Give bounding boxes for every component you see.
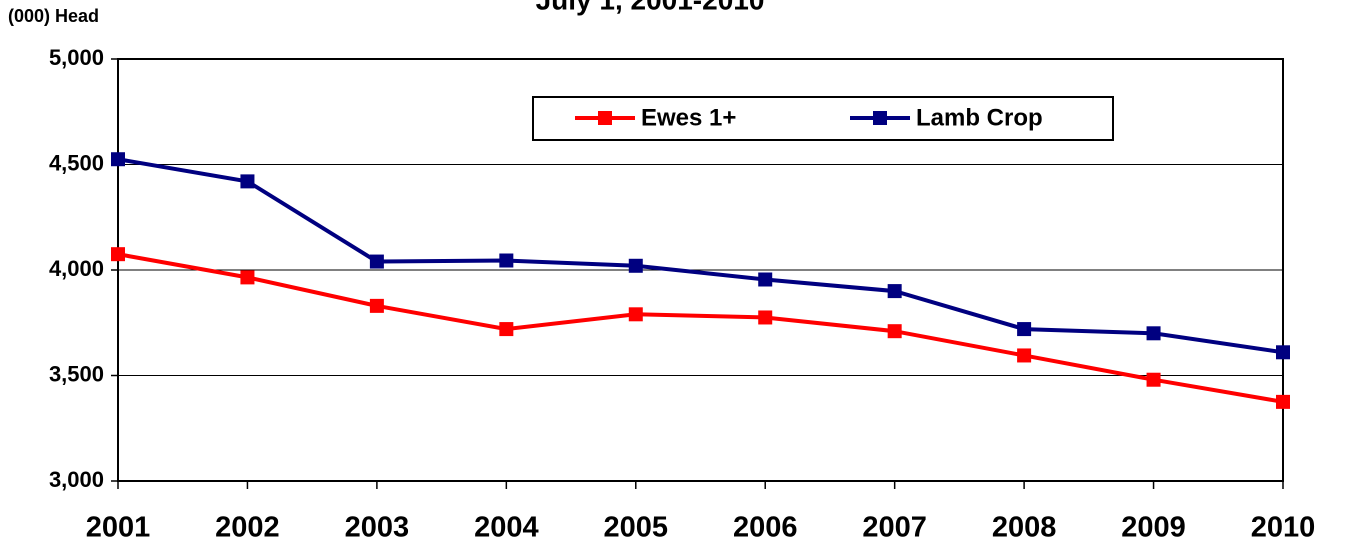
- data-point: [1017, 322, 1032, 337]
- data-point: [1146, 372, 1161, 387]
- y-tick-label: 3,500: [49, 361, 104, 386]
- legend-label: Ewes 1+: [641, 104, 736, 131]
- x-tick-label: 2007: [862, 512, 927, 544]
- data-point: [758, 272, 773, 287]
- data-point: [1276, 394, 1290, 409]
- data-point: [1146, 326, 1161, 341]
- x-tick-label: 2010: [1251, 512, 1316, 544]
- data-point: [758, 310, 773, 325]
- y-tick-label: 3,000: [49, 467, 104, 492]
- chart-title: July 1, 2001-2010: [536, 0, 765, 15]
- data-point: [240, 270, 255, 285]
- data-point: [111, 152, 125, 167]
- data-point: [240, 174, 255, 189]
- data-point: [369, 298, 384, 313]
- series-line: [117, 252, 1284, 404]
- series-line: [117, 157, 1284, 355]
- y-axis-label: (000) Head: [8, 6, 99, 26]
- x-tick-label: 2008: [992, 512, 1057, 544]
- data-point: [887, 284, 902, 299]
- data-point: [111, 247, 125, 262]
- x-tick-label: 2009: [1121, 512, 1186, 544]
- data-point: [887, 324, 902, 339]
- x-tick-label: 2004: [474, 512, 539, 544]
- x-tick-label: 2006: [733, 512, 798, 544]
- data-point: [628, 307, 643, 322]
- data-point: [1017, 348, 1032, 363]
- data-point: [369, 254, 384, 269]
- legend-marker: [598, 111, 612, 125]
- x-tick-label: 2001: [86, 512, 151, 544]
- legend-marker: [873, 111, 887, 125]
- data-point: [1276, 345, 1290, 360]
- x-tick-label: 2002: [215, 512, 280, 544]
- y-tick-label: 5,000: [49, 45, 104, 70]
- data-point: [499, 322, 514, 337]
- data-point: [499, 253, 514, 268]
- y-tick-label: 4,500: [49, 150, 104, 175]
- data-point: [628, 258, 643, 273]
- x-tick-label: 2005: [604, 512, 669, 544]
- legend-label: Lamb Crop: [916, 104, 1043, 131]
- legend-box: [532, 96, 1114, 141]
- x-tick-label: 2003: [345, 512, 410, 544]
- y-tick-label: 4,000: [49, 256, 104, 281]
